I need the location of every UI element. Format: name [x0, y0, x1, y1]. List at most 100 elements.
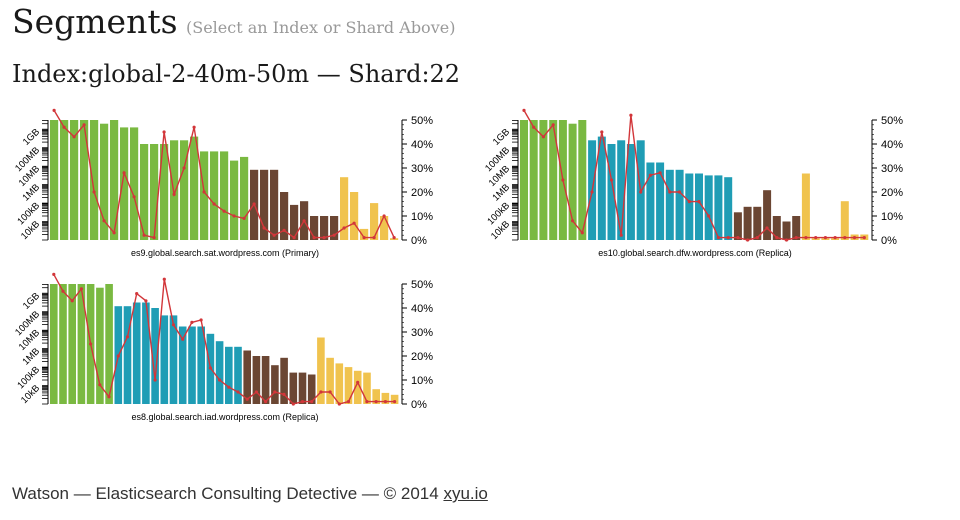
segment-bar	[782, 221, 791, 240]
deleted-docs-point	[208, 366, 212, 370]
deleted-docs-point	[152, 236, 156, 240]
left-tick-label: 1GB	[491, 127, 512, 148]
deleted-docs-point	[629, 113, 633, 117]
deleted-docs-point	[262, 226, 266, 230]
right-tick-label: 20%	[881, 187, 903, 199]
right-tick-label: 30%	[411, 163, 433, 175]
right-tick-label: 50%	[881, 115, 903, 127]
segment-bar	[200, 151, 209, 240]
deleted-docs-point	[852, 236, 857, 240]
deleted-docs-point	[282, 392, 286, 396]
deleted-docs-point	[212, 202, 216, 206]
deleted-docs-point	[382, 214, 386, 218]
deleted-docs-point	[282, 228, 286, 232]
segment-bar	[675, 169, 684, 240]
deleted-docs-point	[142, 233, 146, 237]
deleted-docs-point	[52, 272, 56, 276]
segment-bar	[626, 144, 635, 240]
segment-bar	[363, 372, 371, 404]
segment-bar	[733, 212, 742, 240]
deleted-docs-point	[600, 130, 604, 134]
deleted-docs-point	[181, 337, 185, 341]
deleted-docs-point	[374, 400, 378, 404]
segment-bar	[685, 173, 694, 240]
segment-bar	[380, 216, 389, 240]
deleted-docs-point	[833, 236, 837, 240]
deleted-docs-point	[814, 236, 818, 240]
segment-bar	[360, 228, 369, 240]
deleted-docs-point	[580, 231, 584, 235]
segment-bar	[123, 306, 132, 404]
right-tick-label: 50%	[411, 279, 433, 291]
deleted-docs-point	[794, 236, 798, 240]
deleted-docs-point	[522, 108, 526, 112]
deleted-docs-point	[356, 380, 360, 384]
deleted-docs-point	[639, 190, 643, 194]
segment-bar	[801, 173, 810, 240]
deleted-docs-line	[523, 110, 865, 241]
deleted-docs-line	[53, 274, 395, 405]
deleted-docs-point	[342, 226, 346, 230]
deleted-docs-point	[98, 383, 102, 387]
segment-bar	[230, 160, 239, 240]
deleted-docs-point	[70, 299, 74, 303]
deleted-docs-point	[273, 390, 277, 394]
segment-bar	[792, 216, 801, 240]
segment-bar	[160, 315, 169, 404]
deleted-docs-point	[125, 335, 130, 339]
segment-bar	[840, 201, 849, 240]
right-tick-label: 40%	[881, 139, 903, 151]
right-tick-label: 30%	[411, 327, 433, 339]
deleted-docs-point	[337, 402, 341, 406]
deleted-docs-point	[190, 320, 194, 324]
deleted-docs-point	[668, 190, 672, 194]
deleted-docs-point	[112, 231, 116, 235]
segment-bar	[105, 284, 113, 404]
segment-bar	[77, 284, 86, 404]
deleted-docs-point	[62, 125, 66, 129]
deleted-docs-point	[236, 390, 240, 394]
segment-bar	[197, 326, 205, 404]
deleted-docs-point	[153, 378, 157, 382]
chart-svg: 1GB100MB10MB1MB100kB10kB50%40%30%20%10%0…	[13, 108, 433, 258]
segment-bar	[743, 206, 752, 240]
segment-bar	[753, 206, 762, 240]
deleted-docs-point	[677, 190, 682, 194]
page-header: Segments (Select an Index or Shard Above…	[12, 2, 455, 41]
footer-link[interactable]: xyu.io	[443, 484, 488, 503]
deleted-docs-point	[252, 202, 256, 206]
segment-bar	[578, 120, 587, 240]
segment-bar	[704, 175, 713, 240]
segment-bar	[220, 151, 229, 240]
deleted-docs-point	[726, 236, 730, 240]
deleted-docs-point	[107, 395, 111, 399]
deleted-docs-point	[736, 236, 740, 240]
deleted-docs-point	[648, 173, 652, 177]
deleted-docs-point	[383, 400, 387, 404]
segment-bar	[80, 120, 89, 240]
deleted-docs-point	[609, 178, 614, 182]
segment-bar	[188, 326, 196, 404]
segment-bar	[210, 151, 219, 240]
right-tick-label: 10%	[881, 211, 903, 223]
deleted-docs-point	[697, 200, 701, 204]
segment-bar	[714, 175, 723, 240]
deleted-docs-point	[372, 236, 376, 240]
segment-bar	[763, 190, 772, 240]
segment-bar	[529, 120, 538, 240]
deleted-docs-point	[171, 323, 176, 327]
deleted-docs-point	[300, 400, 305, 404]
footer-text: Watson — Elasticsearch Consulting Detect…	[12, 484, 439, 503]
segment-bar	[142, 302, 150, 404]
segment-bar	[150, 144, 159, 240]
right-tick-label: 50%	[411, 115, 433, 127]
right-tick-label: 30%	[881, 163, 903, 175]
deleted-docs-point	[302, 219, 306, 223]
deleted-docs-point	[532, 125, 536, 129]
segment-bar	[50, 284, 58, 404]
right-tick-label: 40%	[411, 303, 433, 315]
chart-svg: 1GB100MB10MB1MB100kB10kB50%40%30%20%10%0…	[483, 108, 903, 258]
deleted-docs-point	[116, 354, 120, 358]
segment-bar	[132, 302, 141, 404]
right-tick-label: 0%	[411, 235, 427, 247]
